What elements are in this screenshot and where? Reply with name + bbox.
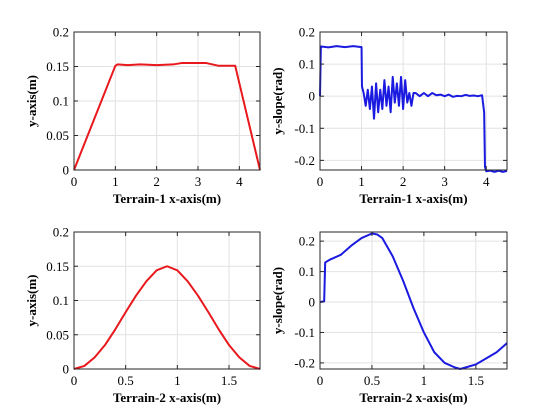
x-tick-label: 0.5 [364, 373, 380, 388]
y-tick-label: 0.15 [46, 259, 69, 274]
y-tick-label: 0 [63, 362, 70, 377]
y-tick-label: 0.1 [299, 57, 315, 72]
x-axis-label: Terrain-1 x-axis(m) [359, 191, 467, 206]
y-tick-label: 0.2 [299, 25, 315, 40]
x-axis-label: Terrain-1 x-axis(m) [113, 191, 221, 206]
data-series-line [319, 232, 508, 370]
x-tick-label: 0 [71, 373, 78, 388]
x-tick-label: 0 [317, 174, 324, 189]
x-tick-label: 0.5 [118, 373, 134, 388]
x-tick-label: 3 [441, 174, 448, 189]
x-tick-label: 1 [358, 174, 365, 189]
y-axis-label: y-axis(m) [24, 75, 39, 127]
y-tick-label: -0.1 [294, 121, 315, 136]
x-axis-label: Terrain-2 x-axis(m) [113, 390, 221, 405]
x-tick-label: 4 [483, 174, 490, 189]
data-series-line [73, 265, 261, 370]
y-tick-label: 0.05 [46, 128, 69, 143]
x-axis-label: Terrain-2 x-axis(m) [359, 390, 467, 405]
y-tick-label: 0.1 [53, 293, 69, 308]
y-tick-label: 0 [63, 163, 70, 178]
y-axis-label: y-axis(m) [24, 275, 39, 327]
y-tick-label: 0.2 [53, 25, 69, 40]
chart-panel-4: 0 0.5 1 1.5 -0.2 -0.1 0 0.1 0.2 Terrain-2 x-axis(… [270, 231, 508, 405]
data-series-line [319, 45, 508, 173]
y-tick-label: 0 [309, 89, 316, 104]
y-axis-label: y-slope(rad) [270, 67, 285, 134]
y-tick-label: -0.2 [294, 355, 315, 370]
chart-panel-3: 0 0.5 1 1.5 0 0.05 0.1 0.15 0.2 Terrain-2 x-axis(… [24, 225, 261, 405]
y-axis-label: y-slope(rad) [270, 267, 285, 334]
data-series-line [73, 62, 261, 171]
y-tick-label: 0.15 [46, 59, 69, 74]
x-tick-label: 1 [421, 373, 428, 388]
y-tick-label: 0.1 [299, 264, 315, 279]
x-tick-label: 2 [153, 174, 160, 189]
x-tick-label: 0 [71, 174, 78, 189]
y-tick-label: 0.05 [46, 327, 69, 342]
x-tick-label: 1 [112, 174, 119, 189]
chart-panel-2: 0 1 2 3 4 -0.2 -0.1 0 0.1 0.2 Terrain-1 x-axis(m) y… [270, 25, 508, 206]
axes-frame [319, 31, 508, 171]
y-tick-label: 0.2 [299, 234, 315, 249]
x-tick-label: 1 [174, 373, 181, 388]
y-tick-label: 0 [309, 295, 316, 310]
x-tick-label: 4 [236, 174, 243, 189]
y-tick-label: -0.1 [294, 325, 315, 340]
y-tick-label: -0.2 [294, 153, 315, 168]
axes-frame [319, 231, 508, 370]
x-tick-label: 0 [317, 373, 324, 388]
chart-panel-1: 0 1 2 3 4 0 0.05 0.1 0.15 0.2 Terrain-1 x-axis(m) y… [24, 25, 261, 206]
y-tick-label: 0.1 [53, 94, 69, 109]
x-tick-label: 1.5 [468, 373, 484, 388]
x-tick-label: 1.5 [221, 373, 237, 388]
x-tick-label: 3 [195, 174, 202, 189]
y-tick-label: 0.2 [53, 225, 69, 240]
x-tick-label: 2 [400, 174, 407, 189]
